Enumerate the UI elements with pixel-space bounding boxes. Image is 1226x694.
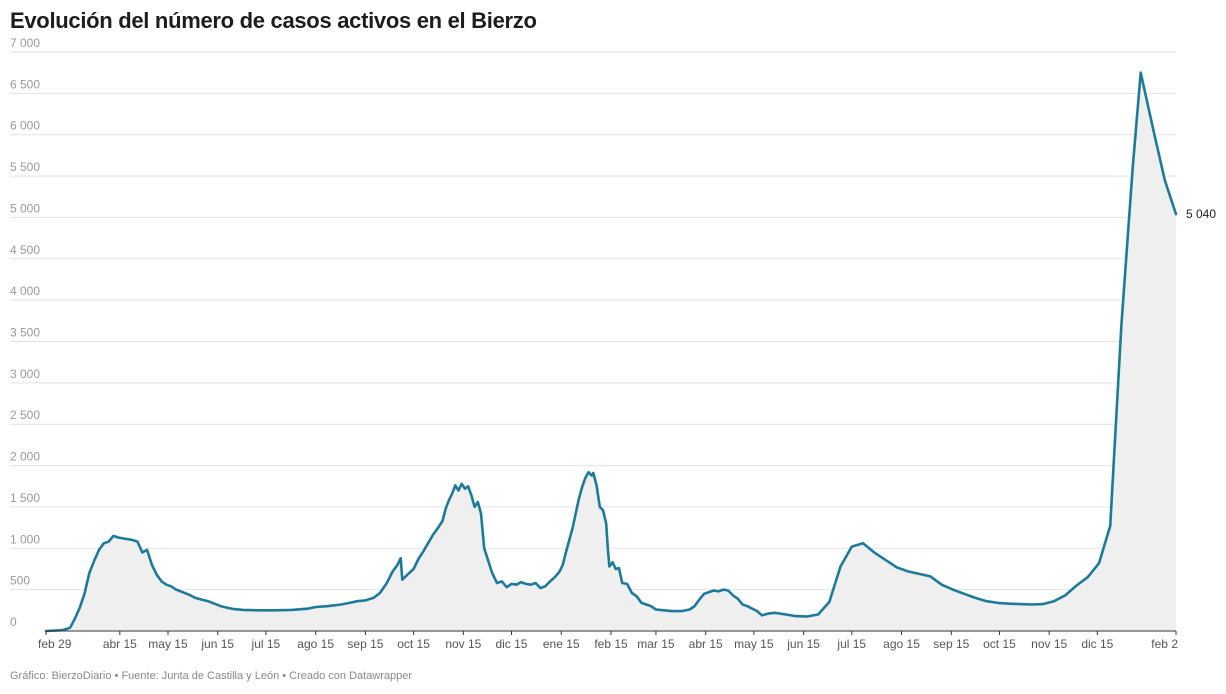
x-tick-label: oct 15 (397, 637, 430, 651)
x-tick-label: ene 15 (543, 637, 580, 651)
x-tick-label: ago 15 (883, 637, 920, 651)
x-tick-label: sep 15 (933, 637, 969, 651)
y-tick-label: 2 000 (10, 450, 40, 464)
x-tick-label: nov 15 (445, 637, 481, 651)
series-line (44, 71, 1178, 633)
x-tick-label: sep 15 (347, 637, 383, 651)
y-tick-label: 6 500 (10, 77, 40, 91)
y-tick-label: 1 000 (10, 532, 40, 546)
footer-credits: Gráfico: BierzoDiario • Fuente: Junta de… (10, 670, 413, 682)
y-tick-label: 3 500 (10, 326, 40, 340)
x-tick-label: oct 15 (983, 637, 1016, 651)
x-tick-label: abr 15 (103, 637, 137, 651)
y-tick-label: 4 500 (10, 243, 40, 257)
y-tick-label: 5 500 (10, 160, 40, 174)
y-tick-label: 6 000 (10, 119, 40, 133)
y-tick-label: 4 000 (10, 284, 40, 298)
x-tick-label: dic 15 (1081, 637, 1113, 651)
x-tick-label: ago 15 (297, 637, 334, 651)
y-tick-label: 500 (10, 574, 30, 588)
y-tick-label: 0 (10, 615, 17, 629)
x-tick-label: dic 15 (495, 637, 527, 651)
x-tick-label: may 15 (148, 637, 188, 651)
x-tick-label: jun 15 (200, 637, 234, 651)
y-tick-label: 5 000 (10, 201, 40, 215)
y-axis-ticks: 0 500 1 000 1 500 2 000 2 500 3 000 3 500 4 000 4… (10, 36, 40, 629)
x-tick-label: feb 29 (38, 637, 72, 651)
area-fill (46, 72, 1176, 631)
x-tick-label: mar 15 (637, 637, 675, 651)
x-tick-label: jul 15 (836, 637, 866, 651)
x-axis-ticks: feb 29 abr 15 may 15 jun 15 jul 15 ago 15 sep … (38, 631, 1178, 651)
x-tick-label: nov 15 (1031, 637, 1067, 651)
x-tick-label: jul 15 (251, 637, 281, 651)
y-tick-label: 7 000 (10, 36, 40, 50)
chart-title: Evolución del número de casos activos en… (10, 8, 537, 33)
x-tick-label: jun 15 (786, 637, 820, 651)
y-tick-label: 1 500 (10, 491, 40, 505)
x-tick-label: feb 15 (594, 637, 628, 651)
y-tick-label: 2 500 (10, 408, 40, 422)
x-tick-label: abr 15 (689, 637, 723, 651)
y-tick-label: 3 000 (10, 367, 40, 381)
end-value-label: 5 040 (1186, 207, 1216, 221)
x-tick-label: may 15 (734, 637, 774, 651)
x-tick-label: feb 2 (1151, 637, 1178, 651)
